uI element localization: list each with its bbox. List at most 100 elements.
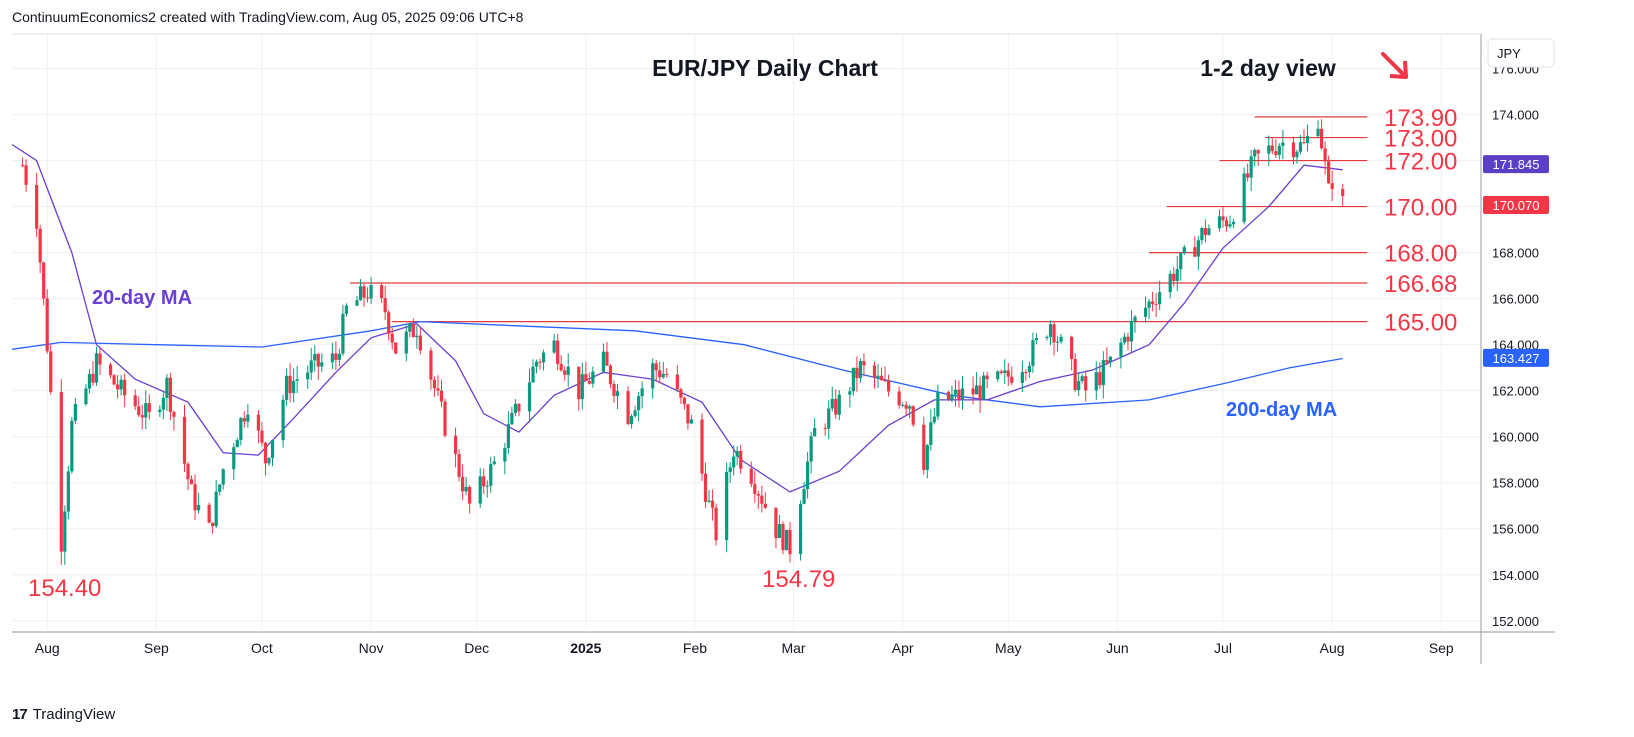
candle-body — [482, 476, 486, 487]
ma20-path — [11, 143, 1343, 493]
candle-body — [387, 312, 391, 334]
candle-body — [165, 377, 169, 398]
candle-body — [1295, 151, 1299, 158]
candle-body — [605, 351, 609, 366]
candle-body — [538, 361, 542, 363]
x-tick-label: Sep — [1429, 640, 1454, 656]
price-badge — [1483, 195, 1549, 214]
candle-body — [1133, 316, 1137, 321]
y-tick-label: 166.000 — [1492, 292, 1539, 307]
candle-body — [1207, 228, 1211, 235]
candle-body — [1027, 365, 1031, 373]
candle-body — [461, 476, 465, 492]
candle-body — [116, 384, 120, 390]
candle-body — [1094, 372, 1098, 391]
candle-body — [714, 507, 718, 541]
candle-body — [1084, 376, 1088, 391]
candle-body — [189, 479, 194, 485]
candle-body — [534, 361, 539, 367]
candle-body — [1122, 336, 1127, 343]
candle-body — [1228, 224, 1232, 227]
candle-body — [98, 353, 102, 365]
candle-body — [1077, 381, 1081, 391]
y-tick-label: 162.000 — [1492, 384, 1539, 399]
candle-body — [999, 371, 1003, 374]
candle-body — [739, 450, 743, 469]
candle-body — [383, 298, 387, 313]
candle-body — [827, 408, 831, 429]
y-tick-label: 152.000 — [1492, 614, 1539, 629]
candle-body — [214, 491, 218, 527]
ma20-line — [11, 143, 1343, 493]
candle-body — [1024, 372, 1028, 374]
candle-body — [886, 380, 891, 392]
candle-body — [242, 418, 246, 422]
candle-body — [84, 388, 88, 405]
candle-body — [897, 391, 901, 406]
candle-body — [556, 340, 560, 364]
candle-body — [971, 388, 975, 395]
candle-body — [1221, 216, 1225, 221]
low-label-mar: 154.79 — [762, 566, 835, 593]
candle-body — [1291, 142, 1296, 158]
candle-body — [774, 507, 778, 539]
x-tick-label: Oct — [251, 640, 273, 656]
currency-box — [1487, 38, 1555, 68]
ma20-label: 20-day MA — [92, 287, 192, 309]
candle-body — [144, 403, 148, 418]
candle-body — [1217, 216, 1222, 229]
candle-body — [133, 395, 137, 407]
candle-body — [313, 353, 317, 361]
candle-body — [654, 363, 658, 371]
candle-body — [651, 363, 655, 389]
x-tick-label: 2025 — [570, 640, 601, 656]
x-tick-label: Sep — [144, 640, 169, 656]
candle-body — [559, 363, 563, 371]
candle-body — [1052, 324, 1056, 343]
candle-body — [1249, 156, 1253, 178]
candle-body — [1129, 320, 1134, 342]
candle-body — [608, 365, 613, 384]
candle-body — [436, 388, 440, 391]
candle-body — [834, 398, 838, 415]
candle-body — [858, 361, 863, 379]
candle-body — [872, 365, 877, 378]
candle-body — [464, 486, 468, 492]
candle-body — [1242, 173, 1246, 222]
candle-body — [35, 184, 39, 229]
candle-body — [316, 353, 320, 367]
candle-body — [883, 380, 887, 382]
level-label: 168.00 — [1384, 241, 1457, 268]
candle-body — [140, 415, 144, 418]
candle-body — [341, 313, 345, 354]
candle-body — [24, 165, 28, 185]
candle-body — [837, 394, 841, 415]
level-label: 165.00 — [1384, 310, 1457, 337]
candle-body — [330, 353, 334, 363]
y-tick-label: 174.000 — [1492, 108, 1539, 123]
x-tick-label: Feb — [683, 640, 707, 656]
level-label: 172.00 — [1384, 149, 1457, 176]
candle-body — [390, 333, 394, 343]
candle-body — [1316, 128, 1320, 137]
candle-body — [985, 375, 989, 380]
candle-body — [112, 375, 116, 385]
candle-body — [777, 524, 782, 539]
candle-body — [503, 448, 507, 462]
price-badge — [1483, 155, 1549, 174]
candle-body — [1080, 376, 1084, 382]
candle-body — [661, 373, 665, 378]
candle-body — [1070, 336, 1074, 359]
candle-body — [182, 416, 187, 464]
candle-body — [485, 485, 489, 487]
candle-body — [158, 409, 162, 413]
candle-body — [411, 323, 415, 338]
price-badges: 171.845 170.070 163.427 — [1483, 155, 1549, 367]
candle-body — [813, 427, 817, 437]
candle-body — [725, 471, 729, 541]
candle-body — [1302, 142, 1306, 144]
candle-body — [281, 399, 285, 441]
candle-body — [457, 454, 461, 477]
